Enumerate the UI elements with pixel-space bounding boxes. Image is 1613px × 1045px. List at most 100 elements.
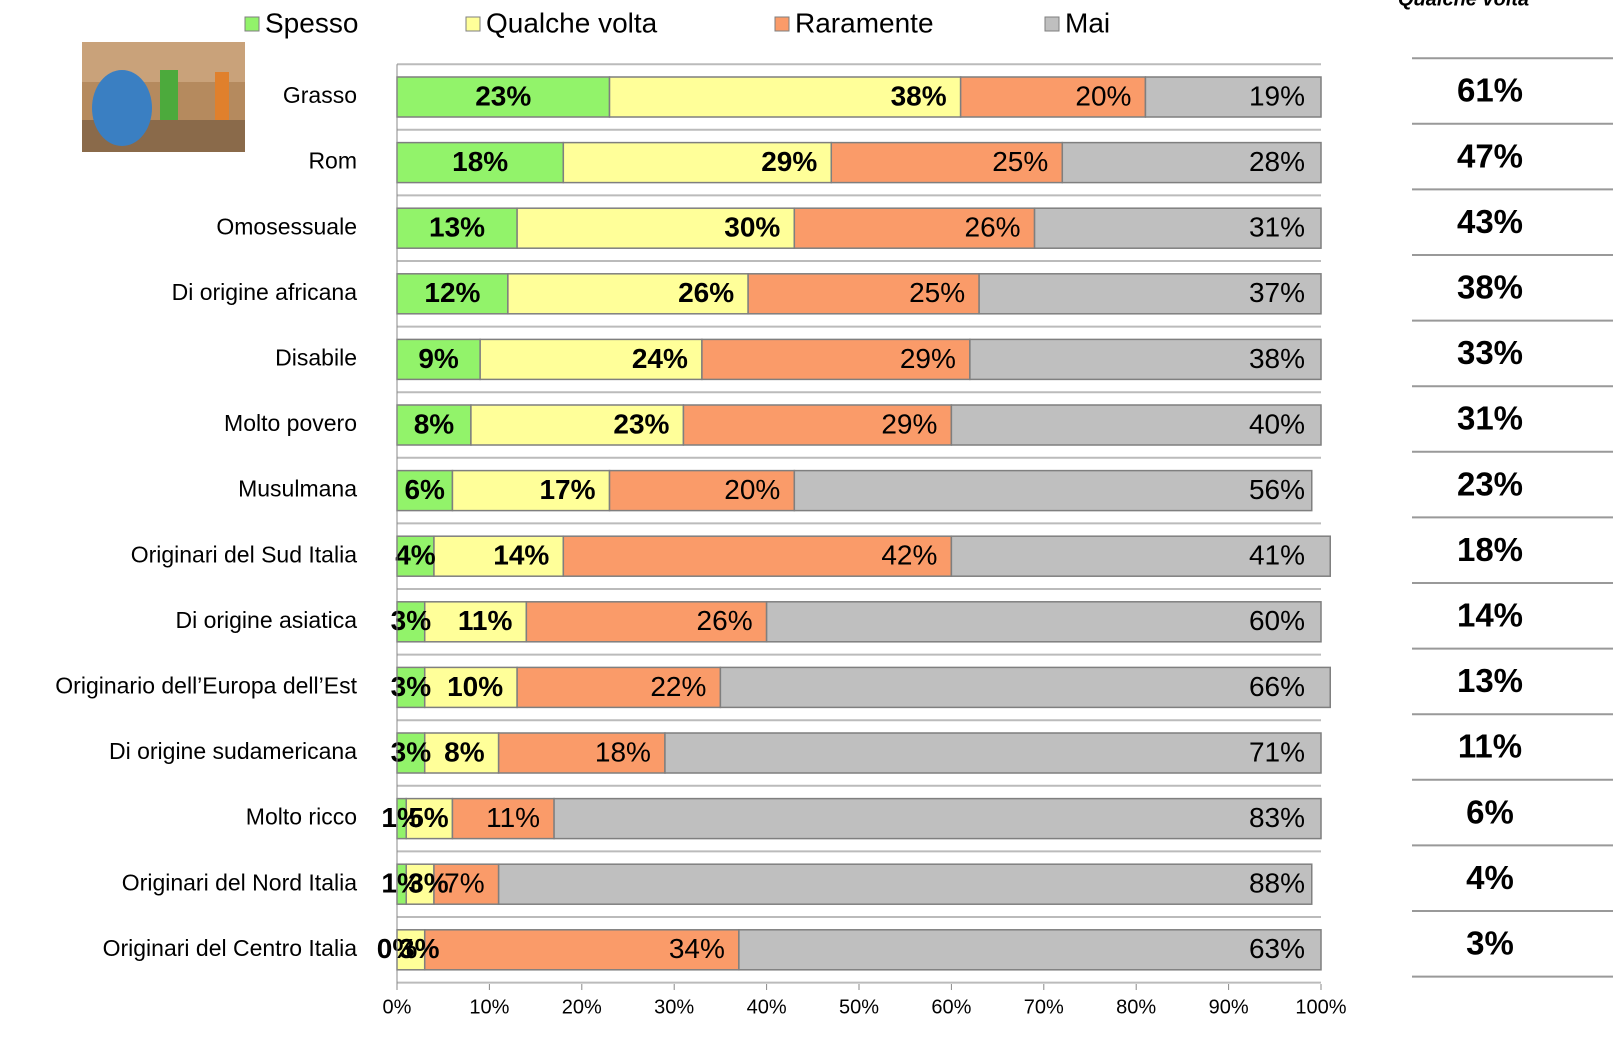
value-label: 8%	[414, 408, 455, 439]
value-label: 20%	[724, 474, 780, 505]
bar-segment	[969, 338, 1322, 381]
bar-segment	[1033, 207, 1322, 249]
legend-label: Qualche volta	[486, 7, 658, 38]
total-label: 4%	[1466, 859, 1514, 896]
bar-segment	[470, 404, 685, 446]
value-label: 41%	[1249, 540, 1305, 571]
value-label: 37%	[1249, 277, 1305, 308]
value-label: 60%	[1249, 605, 1305, 636]
legend-label: Raramente	[795, 7, 934, 38]
category-label: Di origine africana	[172, 279, 358, 305]
value-label: 19%	[1249, 80, 1305, 111]
value-label: 22%	[650, 671, 706, 702]
total-label: 3%	[1466, 925, 1514, 962]
bar-segment	[1144, 76, 1322, 118]
value-label: 26%	[697, 605, 753, 636]
bar-segment	[479, 338, 703, 381]
bar-segment	[747, 273, 980, 315]
total-label: 23%	[1457, 465, 1523, 502]
x-tick-label: 30%	[654, 996, 694, 1018]
category-label: Originario dell’Europa dell’Est	[55, 672, 357, 698]
category-label: Molto povero	[224, 410, 357, 436]
value-label: 4%	[395, 540, 436, 571]
bar-segment	[423, 929, 740, 971]
x-tick-label: 20%	[562, 996, 602, 1018]
bar-segment	[664, 732, 1322, 774]
value-label: 11%	[486, 802, 540, 833]
value-label: 42%	[881, 540, 937, 571]
value-label: 26%	[678, 277, 734, 308]
bar-segment	[553, 797, 1322, 840]
value-label: 88%	[1249, 868, 1305, 899]
category-label: Disabile	[275, 344, 357, 370]
value-label: 25%	[909, 277, 965, 308]
x-tick-label: 0%	[383, 996, 412, 1018]
bar-segment	[793, 207, 1036, 249]
total-label: 47%	[1457, 137, 1523, 174]
value-label: 7%	[444, 868, 484, 899]
bar-segment	[793, 469, 1313, 512]
bar-segment	[1061, 141, 1322, 184]
value-label: 29%	[761, 146, 817, 177]
bar-segment	[405, 797, 454, 840]
value-label: 29%	[881, 408, 937, 439]
total-label: 61%	[1457, 72, 1523, 109]
value-label: 38%	[1249, 343, 1305, 374]
bar-segment	[719, 666, 1331, 709]
value-label: 71%	[1249, 736, 1305, 767]
legend-swatch	[244, 16, 260, 32]
value-label: 40%	[1249, 408, 1305, 439]
bar-segment	[682, 404, 953, 446]
bar-segment	[507, 273, 749, 315]
bar-segment	[396, 404, 472, 446]
value-label: 1%	[381, 868, 422, 899]
totals-header: Qualche volta	[1398, 0, 1529, 10]
value-label: 23%	[613, 408, 669, 439]
value-label: 26%	[965, 212, 1021, 243]
value-label: 20%	[1075, 80, 1131, 111]
category-label: Musulmana	[238, 476, 357, 502]
total-label: 13%	[1457, 662, 1523, 699]
x-tick-label: 70%	[1024, 996, 1064, 1018]
value-label: 14%	[493, 540, 549, 571]
value-label: 38%	[891, 80, 947, 111]
x-tick-label: 40%	[747, 996, 787, 1018]
bar-segment	[830, 141, 1064, 184]
value-label: 3%	[399, 933, 440, 964]
legend-swatch	[1044, 16, 1060, 32]
x-tick-label: 10%	[469, 996, 509, 1018]
legend-label: Mai	[1065, 7, 1110, 38]
total-label: 33%	[1457, 334, 1523, 371]
bar-segment	[516, 207, 796, 249]
x-tick-label: 90%	[1209, 996, 1249, 1018]
bar-segment	[451, 469, 611, 512]
value-label: 34%	[669, 933, 725, 964]
value-label: 56%	[1249, 474, 1305, 505]
value-label: 18%	[452, 146, 508, 177]
bar-segment	[423, 666, 518, 709]
bar-segment	[396, 469, 454, 512]
bar-segment	[451, 797, 555, 840]
bar-segment	[959, 76, 1147, 118]
value-label: 28%	[1249, 146, 1305, 177]
bar-segment	[433, 535, 565, 577]
bar-segment	[396, 76, 611, 118]
value-label: 12%	[424, 277, 480, 308]
category-label: Di origine asiatica	[175, 607, 357, 633]
value-label: 18%	[595, 736, 651, 767]
x-tick-label: 80%	[1116, 996, 1156, 1018]
value-label: 8%	[444, 736, 485, 767]
bar-segment	[423, 732, 500, 774]
value-label: 83%	[1249, 802, 1305, 833]
total-label: 43%	[1457, 203, 1523, 240]
value-label: 10%	[447, 671, 503, 702]
bar-segment	[497, 863, 1313, 905]
category-label: Originari del Sud Italia	[131, 541, 357, 567]
bar-segment	[608, 469, 796, 512]
category-label: Originari del Nord Italia	[122, 869, 357, 895]
bar-segment	[525, 601, 768, 643]
value-label: 24%	[632, 343, 688, 374]
value-label: 6%	[404, 474, 445, 505]
value-label: 3%	[408, 868, 449, 899]
